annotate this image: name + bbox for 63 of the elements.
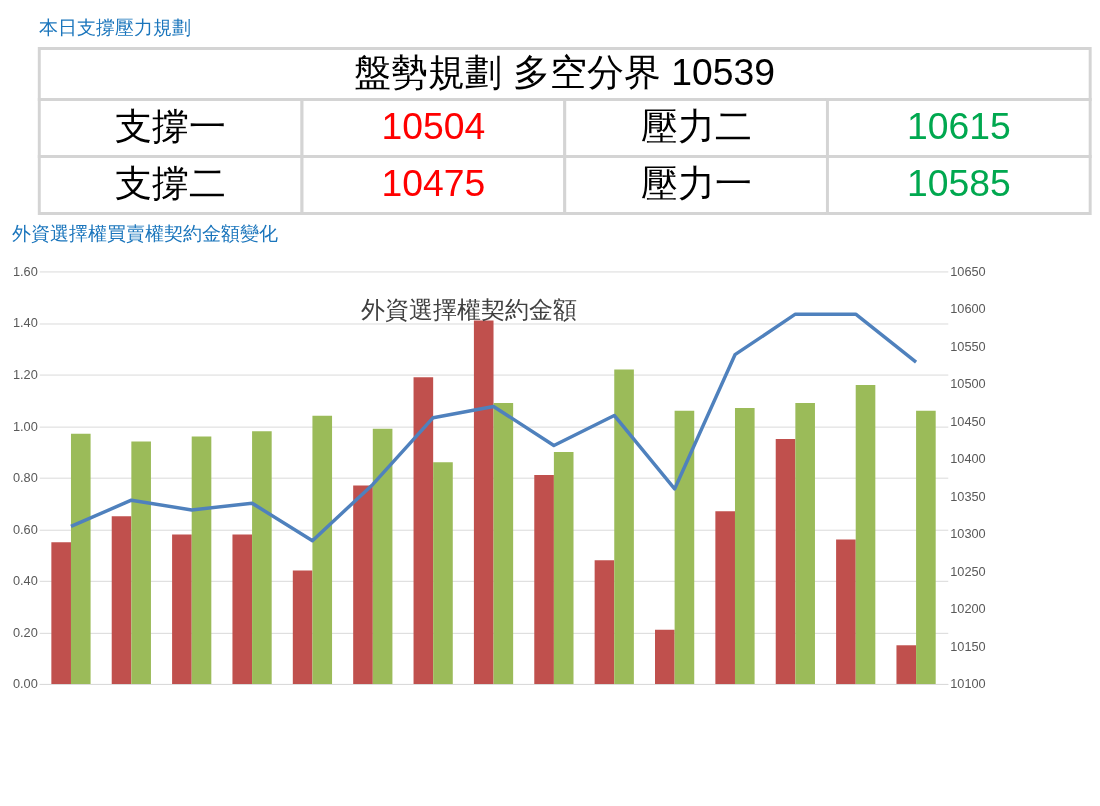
y2-tick-label: 10300 (950, 526, 986, 542)
text: 10585 (906, 161, 1011, 204)
bar (715, 511, 735, 684)
bar (896, 645, 917, 684)
y2-tick-label: 10650 (950, 263, 986, 279)
bar (252, 431, 272, 684)
bar (433, 462, 453, 684)
bar (312, 415, 333, 684)
bar (614, 369, 634, 684)
y-tick-label: 1.40 (12, 315, 38, 331)
bar (353, 485, 373, 684)
bar (232, 534, 253, 684)
y2-tick-label: 10250 (950, 563, 986, 579)
y2-tick-label: 10100 (950, 676, 986, 692)
bar (855, 384, 876, 684)
bar (594, 560, 615, 684)
y-tick-label: 1.60 (12, 263, 38, 279)
bar (795, 402, 815, 684)
bar (836, 539, 856, 684)
chart-title: 外資選擇權買賣權契約金額變化 (12, 223, 279, 245)
y2-tick-label: 10500 (950, 376, 986, 392)
text: 10475 (381, 161, 486, 204)
bar (292, 570, 313, 684)
bar (655, 629, 675, 684)
bar (51, 542, 71, 684)
text: 壓力一 (640, 161, 752, 204)
bar (191, 436, 212, 684)
y2-tick-label: 10350 (950, 488, 986, 504)
y-tick-label: 0.00 (12, 676, 38, 692)
y2-tick-label: 10150 (950, 638, 986, 654)
text: 本日支撐壓力規劃 (39, 16, 192, 38)
bar (473, 320, 494, 684)
y2-tick-label: 10200 (950, 601, 986, 617)
y-tick-label: 1.20 (12, 366, 38, 382)
bar (172, 534, 192, 684)
bar (372, 428, 393, 684)
text: 外資選擇權契約金額 (360, 296, 577, 323)
y2-tick-label: 10550 (950, 338, 986, 354)
bar (553, 451, 574, 684)
bar (775, 439, 796, 684)
bar (493, 402, 514, 684)
bar (534, 475, 554, 684)
y-tick-label: 1.00 (12, 418, 38, 434)
y-tick-label: 0.40 (12, 573, 38, 589)
text: 壓力二 (640, 104, 752, 147)
bar (674, 410, 695, 684)
bar (734, 408, 755, 684)
y2-tick-label: 10600 (950, 301, 986, 317)
y2-tick-label: 10450 (950, 413, 986, 429)
y-tick-label: 0.60 (12, 521, 38, 537)
bar (70, 433, 91, 684)
text: 盤勢規劃 多空分界 10539 (354, 50, 775, 93)
bar (916, 410, 936, 684)
y-tick-label: 0.20 (12, 624, 38, 640)
text: 10504 (381, 104, 486, 147)
y2-tick-label: 10400 (950, 451, 986, 467)
text: 支撐一 (115, 104, 227, 147)
bar (413, 377, 434, 684)
y-tick-label: 0.80 (12, 470, 38, 486)
bar (131, 441, 151, 684)
text: 10615 (906, 104, 1011, 147)
bar (111, 516, 132, 684)
text: 支撐二 (115, 161, 227, 204)
